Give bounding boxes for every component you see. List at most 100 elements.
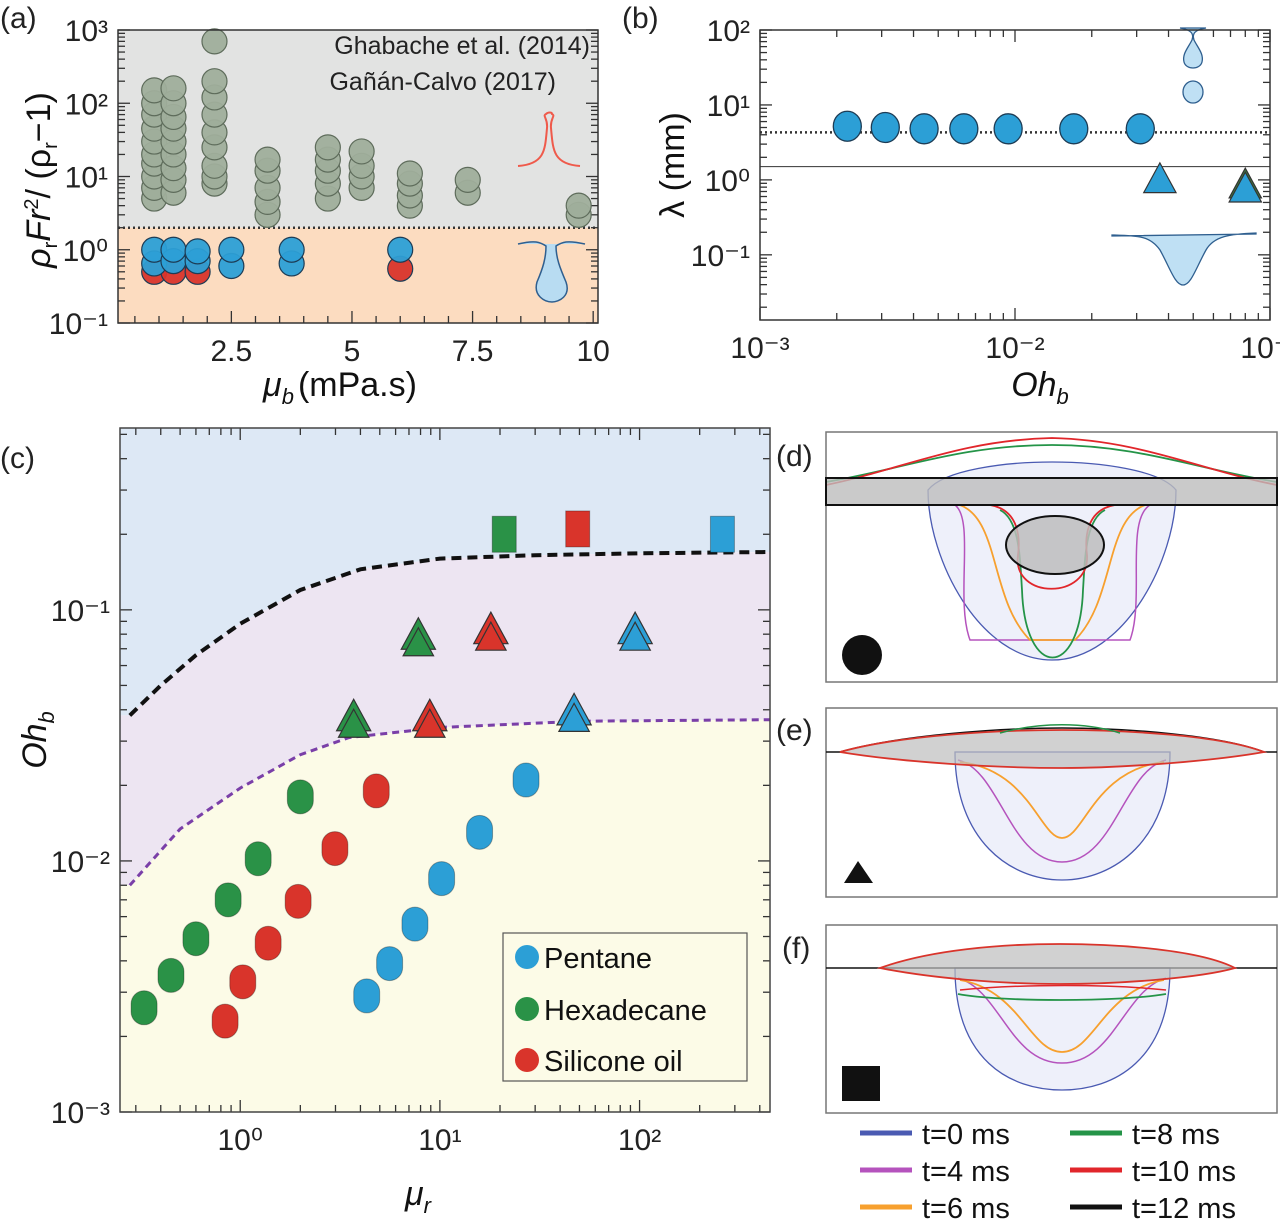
panel-a-ticks: 10⁻¹ 10⁰ 10¹ 10² 10³ 2.5 5 7.5 10 [49,15,610,368]
data-point-literature [201,68,228,95]
legend-label-time: t=10 ms [1132,1156,1236,1188]
data-point-literature [565,192,592,219]
data-point-hexadecane-square [491,515,517,553]
y-tick-label: 10¹ [65,162,108,195]
x-tick-label: 10⁻³ [730,332,789,365]
data-point-circle [870,111,900,144]
x-tick-label: 10⁰ [218,1124,263,1157]
square-marker-icon [842,1066,880,1101]
time-legend: t=0 ms t=8 ms t=4 ms t=10 ms t=6 ms t=12 ms [860,1119,1236,1221]
y-tick-label: 10⁻¹ [51,595,110,628]
data-point-triangle [1142,161,1178,194]
y-tick-label: 10⁻² [51,846,110,879]
legend-label-pentane: Pentane [544,943,652,975]
y-tick-label: 10¹ [707,90,750,123]
panel-b-plot: 10⁻¹ 10⁰ 10¹ 10² 10⁻³ 10⁻² 10⁻¹ Ohb λ (mm) [654,15,1280,409]
data-point-pentane [278,236,305,263]
data-point-pentane [160,236,187,263]
data-point-silicone-oil-circle [254,925,282,961]
panel-a-plot: 10⁻¹ 10⁰ 10¹ 10² 10³ 2.5 5 7.5 10 Ghabache et al… [20,15,610,409]
panel-c-points [130,510,735,1039]
panel-label-a: (a) [0,2,37,35]
x-tick-label: 10¹ [418,1124,461,1157]
y-tick-label: 10⁻³ [51,1097,110,1130]
contour-t4 [957,977,1167,1064]
panel-b-ylabel: λ (mm) [654,112,692,218]
data-point-silicone-oil-circle [211,1003,239,1039]
x-tick-label: 10⁻¹ [1240,332,1280,365]
panel-c-ylabel: Ohb [16,711,59,769]
data-point-hexadecane-circle [286,779,314,815]
data-point-silicone-oil-circle [284,883,312,919]
contour-t6 [959,761,1165,839]
jet-shape-icon [517,111,581,167]
contour-t12-layer [825,477,1278,506]
droplet-icon [1182,80,1204,104]
panel-b-frame [759,29,1271,321]
data-point-literature [254,146,281,173]
data-point-circle [909,113,939,145]
data-point-pentane-triangle-stack [618,620,652,651]
x-tick-label: 5 [344,335,361,368]
data-point-hexadecane-circle [182,921,210,957]
panel-f-contours [825,924,1278,1114]
legend-marker-pentane [515,945,539,969]
legend-box [502,932,748,1082]
data-point-circle [949,113,979,145]
panel-c-plot: 10⁻³ 10⁻² 10⁻¹ 10⁰ 10¹ 10² Pentane Hexadecane… [16,427,771,1218]
data-point-silicone-oil-circle [362,773,390,809]
data-point-triangle [1228,170,1263,203]
contour-t10-lens [839,729,1268,769]
x-tick-label: 7.5 [452,335,494,368]
panel-c-xlabel: μr [404,1175,433,1218]
data-point-pentane-square [709,515,735,553]
data-point-pentane-circle [428,861,456,897]
data-point-hexadecane-circle [157,957,185,993]
contour-t6 [959,504,1146,641]
legend-label-time: t=6 ms [922,1193,1010,1221]
panel-a-xlabel: μb (mPa.s) [262,366,417,409]
boundary-upper-boundary [128,550,771,717]
data-point-pentane [184,238,211,265]
data-point-pentane-circle [376,946,404,982]
annotation-ghabache: Ghabache et al. (2014) [334,32,590,60]
data-point-hexadecane-circle [214,882,242,918]
panel-label-b: (b) [622,2,659,35]
data-point-hexadecane-triangle-stack [402,626,435,657]
circle-marker-icon [842,635,882,675]
panel-e-contours [825,707,1278,898]
data-point-silicone-oil-square [565,510,591,548]
legend-label-time: t=8 ms [1132,1119,1220,1151]
legend-label-time: t=0 ms [922,1119,1010,1151]
cavity-shape-icon [1111,232,1257,286]
data-point-literature [160,75,187,102]
data-point-literature [314,134,341,161]
contour-t0 [954,751,1171,881]
legend-label-silicone-oil: Silicone oil [544,1046,683,1078]
data-point-pentane [218,236,245,263]
cavity-shape-icon [517,241,586,303]
data-point-circle [993,113,1023,145]
regime-region-middle [120,552,770,886]
panel-label-c: (c) [0,442,35,475]
data-point-silicone-oil-circle [229,964,257,1000]
panel-label-f: (f) [782,932,810,965]
panel-b-points [760,110,1270,203]
legend-label-time: t=12 ms [1132,1193,1236,1221]
data-point-pentane-circle [401,906,429,942]
pinch-shape-icon [1179,27,1207,69]
legend-marker-silicone-oil [515,1048,539,1072]
panel-c-boundaries [128,550,771,887]
data-point-hexadecane-circle [130,990,158,1026]
annotation-ganan-calvo: Gañán-Calvo (2017) [329,68,556,96]
panel-c-ticks: 10⁻³ 10⁻² 10⁻¹ 10⁰ 10¹ 10² [51,428,770,1157]
panel-c-legend: Pentane Hexadecane Silicone oil [502,932,748,1082]
data-point-pentane-circle [353,978,381,1014]
data-point-silicone-oil-circle [321,831,349,867]
x-tick-label: 10⁻² [985,332,1044,365]
data-point-silicone-oil-triangle-stack [413,707,446,738]
y-tick-label: 10⁰ [63,235,108,268]
contour-t10-lens [876,943,1238,985]
boundary-lower-boundary [128,718,771,887]
